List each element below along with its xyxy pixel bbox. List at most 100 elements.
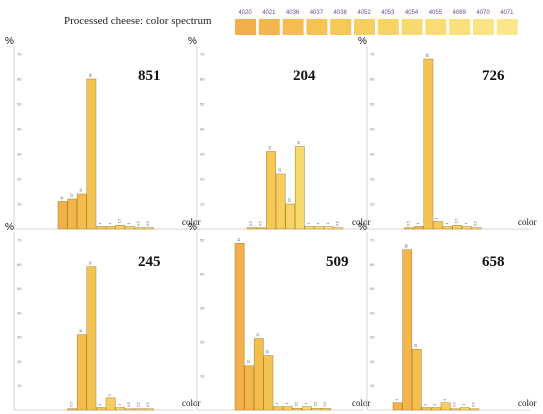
bar-4054 xyxy=(301,406,312,411)
y-tick-label: 10 xyxy=(370,202,375,207)
x-axis-label: color xyxy=(352,398,371,408)
legend-swatch-4036 xyxy=(282,19,304,35)
bar-value-label: 1.5 xyxy=(117,219,121,224)
bar-4052 xyxy=(282,406,293,411)
legend-swatch-4071 xyxy=(496,19,518,35)
y-tick-label: 70 xyxy=(370,52,375,57)
legend-title: Processed cheese: color spectrum xyxy=(64,15,212,27)
legend-code-4053: 4053 xyxy=(381,10,395,16)
y-tick-label: 70 xyxy=(17,238,22,243)
legend-code-4071: 4071 xyxy=(500,10,514,16)
bar-value-label: 3 xyxy=(443,399,447,401)
bar-4055 xyxy=(304,226,315,230)
bar-value-label: 1 xyxy=(433,404,437,406)
y-tick-label: 60 xyxy=(17,77,22,82)
bar-4069 xyxy=(314,226,324,230)
bar-4053 xyxy=(450,408,461,411)
bar-4036 xyxy=(253,338,264,411)
bar-4069 xyxy=(144,227,154,230)
bar-4055 xyxy=(469,408,480,411)
legend-code-4054: 4054 xyxy=(405,10,419,16)
bar-value-label: 0.5 xyxy=(335,221,339,226)
bar-4020 xyxy=(234,243,245,411)
bar-4054 xyxy=(124,408,135,411)
y-tick-label: 10 xyxy=(17,202,22,207)
legend-swatch-4038 xyxy=(330,19,352,35)
y-tick-label: 70 xyxy=(200,52,205,57)
bar-4037 xyxy=(86,78,97,230)
panel-title: 726 xyxy=(482,68,505,84)
y-tick-label: 40 xyxy=(17,127,22,132)
bar-value-label: 0.5 xyxy=(146,402,150,407)
y-tick-label: 20 xyxy=(17,177,22,182)
y-axis-label: % xyxy=(188,36,197,47)
bar-value-label: 13 xyxy=(246,360,250,364)
y-tick-label: 30 xyxy=(200,152,205,157)
y-tick-label: 50 xyxy=(200,238,205,243)
bar-value-label: 1 xyxy=(285,403,289,405)
bar-4021 xyxy=(244,365,255,411)
y-tick-label: 50 xyxy=(370,286,375,291)
legend-swatch-4070 xyxy=(473,19,494,35)
bar-value-label: 1 xyxy=(307,223,311,225)
bar-4021 xyxy=(402,249,413,411)
bar-4037 xyxy=(256,227,267,230)
bar-value-label: 0.5 xyxy=(137,402,141,407)
bar-value-label: 10 xyxy=(287,198,291,202)
bar-4054 xyxy=(124,226,135,230)
legend-code-4055: 4055 xyxy=(429,10,443,16)
bar-4021 xyxy=(67,408,78,411)
legend-code-4052: 4052 xyxy=(357,10,371,16)
bar-value-label: 1 xyxy=(98,404,102,406)
bar-4053 xyxy=(285,203,296,230)
legend-code-4038: 4038 xyxy=(334,10,348,16)
bar-value-label: 0.5 xyxy=(472,402,476,407)
bar-4038 xyxy=(96,407,106,411)
y-tick-label: 40 xyxy=(200,272,205,277)
bar-value-label: 0.5 xyxy=(474,221,478,226)
legend-swatch-4055 xyxy=(425,19,447,35)
bar-4020 xyxy=(392,402,403,411)
bar-4070 xyxy=(323,226,334,230)
bar-4037 xyxy=(421,407,432,411)
y-tick-label: 60 xyxy=(200,77,205,82)
bar-value-label: 16 xyxy=(266,350,270,354)
legend-swatch-4069 xyxy=(449,19,471,35)
y-tick-label: 50 xyxy=(370,102,375,107)
y-tick-label: 20 xyxy=(200,340,205,345)
bar-4036 xyxy=(76,334,87,411)
y-tick-label: 10 xyxy=(370,383,375,388)
panel-title: 851 xyxy=(138,68,161,84)
legend-swatch-4052 xyxy=(354,19,375,35)
bar-4037 xyxy=(423,58,434,230)
legend-code-4020: 4020 xyxy=(238,10,252,16)
bar-value-label: 1 xyxy=(326,223,330,225)
y-tick-label: 30 xyxy=(17,335,22,340)
y-tick-label: 40 xyxy=(17,310,22,315)
bar-4052 xyxy=(105,226,116,230)
bar-value-label: 1 xyxy=(127,223,131,225)
y-tick-label: 10 xyxy=(200,202,205,207)
bar-4053 xyxy=(452,225,463,230)
y-tick-label: 20 xyxy=(370,177,375,182)
y-axis-label: % xyxy=(358,36,367,47)
bar-value-label: 49 xyxy=(237,238,241,242)
bar-value-label: 3 xyxy=(435,218,439,220)
bar-4021 xyxy=(404,227,415,230)
legend-code-4021: 4021 xyxy=(262,10,276,16)
bar-value-label: 0.5 xyxy=(69,402,73,407)
y-tick-label: 30 xyxy=(17,152,22,157)
bar-value-label: 1.5 xyxy=(454,219,458,224)
bar-value-label: 0.5 xyxy=(452,402,456,407)
bar-value-label: 31 xyxy=(268,146,272,150)
bar-4054 xyxy=(461,226,472,230)
y-tick-label: 10 xyxy=(17,383,22,388)
bar-4054 xyxy=(459,407,470,411)
bar-value-label: 0.5 xyxy=(127,402,131,407)
legend-swatch-4053 xyxy=(377,19,399,35)
panel-title: 245 xyxy=(138,254,161,270)
bar-4053 xyxy=(115,407,126,411)
